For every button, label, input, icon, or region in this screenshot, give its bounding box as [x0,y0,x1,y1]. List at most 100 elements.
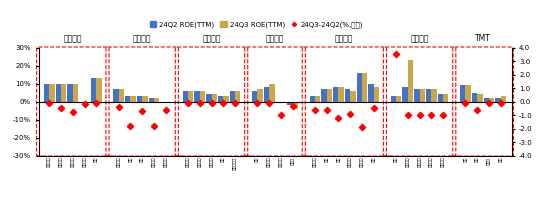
Bar [252,91,257,102]
24Q3-24Q2(%,右轴) [92,101,101,105]
Bar [91,78,96,102]
Bar [431,89,437,102]
Text: TMT: TMT [475,34,491,43]
Bar [500,96,506,102]
24Q3-24Q2(%,右轴) [161,108,170,111]
Text: 中游材料: 中游材料 [133,34,151,43]
Legend: 24Q2 ROE(TTM), 24Q3 ROE(TTM), 24Q3-24Q2(%,右轴): 24Q2 ROE(TTM), 24Q3 ROE(TTM), 24Q3-24Q2(… [147,19,365,31]
24Q3-24Q2(%,右轴) [473,108,482,111]
24Q3-24Q2(%,右轴) [415,113,424,117]
Bar [44,84,50,102]
Bar [403,87,408,102]
Bar [206,94,212,102]
24Q3-24Q2(%,右轴) [288,104,297,107]
Bar [438,94,443,102]
Bar [460,85,465,102]
Bar [235,91,240,102]
Bar [408,60,413,102]
Bar [472,92,477,102]
Bar [315,96,320,102]
Bar [350,91,356,102]
Bar [321,89,327,102]
Bar [396,96,402,102]
24Q3-24Q2(%,右轴) [358,125,366,129]
24Q3-24Q2(%,右轴) [346,112,355,115]
24Q3-24Q2(%,右轴) [195,101,204,105]
Text: 必需消费: 必需消费 [410,34,429,43]
Bar [420,89,425,102]
Bar [287,102,293,105]
Bar [414,89,420,102]
24Q3-24Q2(%,右轴) [370,106,378,110]
24Q3-24Q2(%,右轴) [277,113,285,117]
Bar [483,98,489,102]
Bar [310,96,315,102]
Text: 可选消费: 可选消费 [335,34,354,43]
Text: 中游制造: 中游制造 [202,34,221,43]
Bar [362,73,367,102]
24Q3-24Q2(%,右轴) [496,101,505,105]
Bar [257,89,263,102]
Bar [293,102,298,109]
Text: 其他周期: 其他周期 [266,34,284,43]
Bar [269,84,274,102]
24Q3-24Q2(%,右轴) [427,113,436,117]
24Q3-24Q2(%,右轴) [57,106,65,110]
24Q3-24Q2(%,右轴) [439,113,448,117]
24Q3-24Q2(%,右轴) [114,105,123,109]
Bar [489,98,494,102]
Bar [61,84,67,102]
Bar [223,96,229,102]
24Q3-24Q2(%,右轴) [80,102,89,106]
24Q3-24Q2(%,右轴) [334,116,343,119]
Bar [113,89,119,102]
24Q3-24Q2(%,右轴) [265,101,273,105]
Text: 上游资源: 上游资源 [64,34,82,43]
24Q3-24Q2(%,右轴) [138,109,146,113]
Bar [96,78,102,102]
Bar [390,96,396,102]
Bar [356,73,362,102]
Bar [154,98,160,102]
Bar [465,85,471,102]
24Q3-24Q2(%,右轴) [184,101,192,105]
Bar [218,96,223,102]
Bar [477,94,482,102]
Bar [142,96,147,102]
24Q3-24Q2(%,右轴) [219,101,228,105]
24Q3-24Q2(%,右轴) [461,101,470,105]
Bar [183,91,188,102]
Bar [264,87,269,102]
Bar [68,84,73,102]
Bar [188,91,194,102]
24Q3-24Q2(%,右轴) [150,124,158,127]
Bar [50,84,54,102]
Bar [119,89,124,102]
Bar [374,87,379,102]
Bar [73,84,78,102]
24Q3-24Q2(%,右轴) [311,108,320,111]
Bar [200,91,205,102]
24Q3-24Q2(%,右轴) [230,101,239,105]
Bar [426,89,431,102]
24Q3-24Q2(%,右轴) [253,101,262,105]
Bar [230,91,235,102]
Bar [496,98,500,102]
Bar [338,87,344,102]
24Q3-24Q2(%,右轴) [45,101,54,105]
Bar [148,98,154,102]
Bar [443,94,448,102]
Bar [327,89,332,102]
Bar [345,89,350,102]
24Q3-24Q2(%,右轴) [68,111,77,114]
Bar [194,91,200,102]
24Q3-24Q2(%,右轴) [207,101,216,105]
Bar [212,94,217,102]
Bar [130,96,136,102]
Bar [137,96,142,102]
24Q3-24Q2(%,右轴) [322,108,331,111]
Bar [125,96,130,102]
24Q3-24Q2(%,右轴) [404,113,412,117]
Bar [368,84,374,102]
24Q3-24Q2(%,右轴) [392,52,400,56]
